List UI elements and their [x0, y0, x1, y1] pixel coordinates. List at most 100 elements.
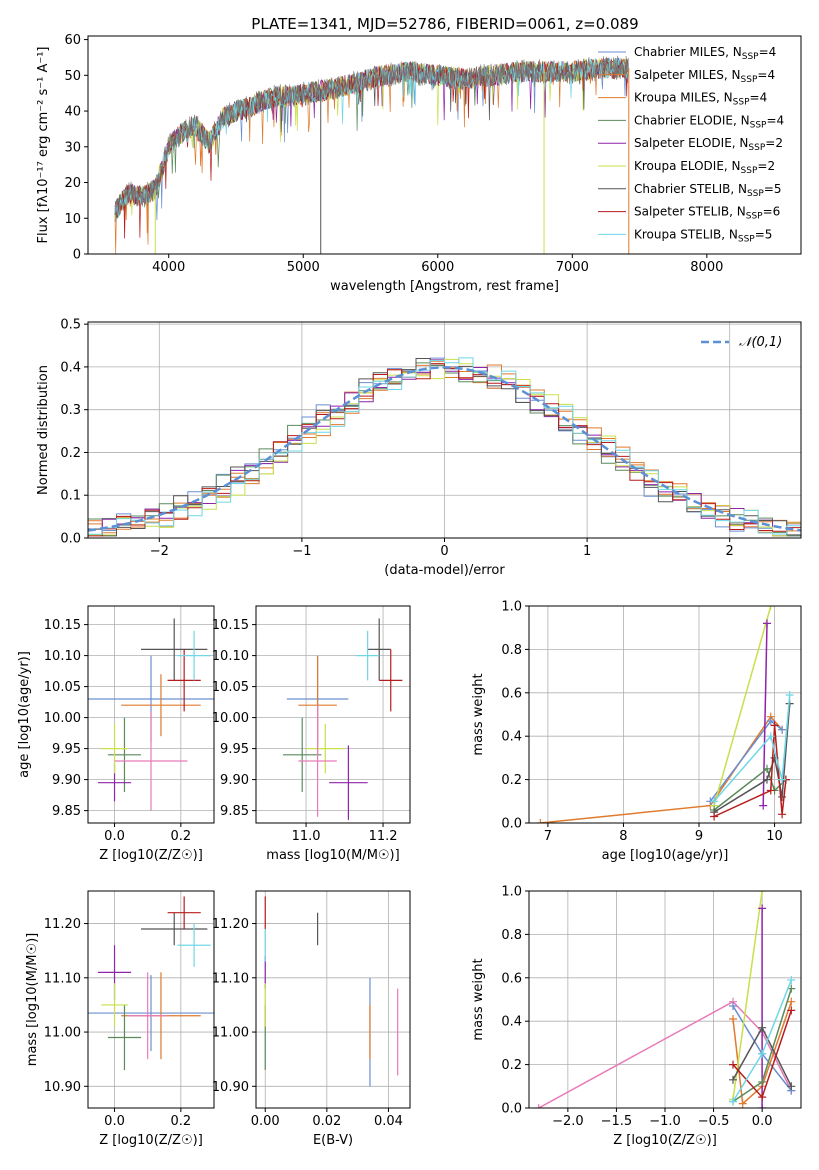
- x-tick-label: 1: [583, 544, 591, 559]
- weight-marker: [758, 904, 767, 913]
- x-axis-label: (data-model)/error: [384, 563, 505, 578]
- y-tick-label: 10.05: [44, 680, 81, 695]
- axes-frame: [87, 35, 802, 255]
- y-tick-label: 50: [64, 69, 81, 84]
- residual-histogram: [88, 357, 801, 535]
- x-tick-label: 2: [726, 544, 734, 559]
- plot-area: [88, 896, 214, 1071]
- y-tick-label: 0.8: [501, 643, 522, 658]
- y-tick-label: 10.90: [212, 1080, 249, 1095]
- weight-marker: [729, 1015, 737, 1024]
- x-tick-label: −0.5: [698, 1114, 730, 1129]
- weight-marker: [787, 1006, 796, 1015]
- weight-marker: [763, 619, 771, 628]
- weight-line: [538, 1000, 792, 1108]
- plot-area: [534, 891, 796, 1108]
- y-tick-label: 10.10: [44, 649, 81, 664]
- legend-subscript: SSP: [750, 120, 767, 130]
- legend-subscript: SSP: [741, 166, 758, 176]
- y-tick-label: 11.20: [44, 917, 81, 932]
- x-tick-label: 11.2: [369, 829, 398, 844]
- legend-value: =2: [765, 136, 783, 150]
- weight-marker: [766, 606, 775, 610]
- legend-entry: Salpeter STELIB, NSSP=6: [634, 205, 780, 222]
- y-tick-label: 20: [64, 176, 81, 191]
- x-tick-label: 6000: [421, 260, 454, 275]
- y-tick-label: 0.4: [501, 1015, 522, 1030]
- x-axis-label: Z [log10(Z/Z☉)]: [99, 848, 203, 863]
- plot-area: [536, 606, 794, 823]
- x-tick-label: 0.2: [170, 1114, 191, 1129]
- legend-entry: Chabrier STELIB, NSSP=5: [634, 182, 782, 199]
- weight-line: [762, 623, 768, 806]
- weight-marker: [778, 810, 787, 819]
- x-tick-label: 0.04: [374, 1114, 403, 1129]
- weight-line: [713, 725, 787, 818]
- y-tick-label: 10.10: [212, 649, 249, 664]
- weight-marker: [758, 1104, 767, 1108]
- x-tick-label: −1.0: [649, 1114, 681, 1129]
- y-tick-label: 0.1: [60, 489, 81, 504]
- weight-marker: [759, 801, 768, 810]
- weight-marker: [738, 1099, 747, 1108]
- weight-marker: [766, 732, 775, 741]
- weight-marker: [778, 725, 787, 734]
- axes-frame: [87, 321, 802, 539]
- y-tick-label: 0.4: [60, 360, 81, 375]
- y-tick-label: 11.00: [44, 1026, 81, 1041]
- panel-mass_vs_Z: 0.0 0.2 10.90 11.00 11.10 11.20 Z [log10(Z/Z☉)…: [25, 890, 215, 1148]
- panel-residuals: −2 −1 0 1 2 0.0 0.1 0.2 0.3 0.4 0.5 (data-model)/er…: [36, 318, 802, 578]
- gaussian-curve: [88, 366, 801, 532]
- y-axis-label: mass weight: [471, 958, 486, 1040]
- y-tick-label: 11.10: [44, 971, 81, 986]
- y-tick-label: 0.0: [60, 532, 81, 547]
- x-tick-label: 7: [544, 829, 552, 844]
- weight-marker: [766, 717, 775, 726]
- weight-marker: [758, 891, 767, 895]
- x-tick-label: −1.5: [601, 1114, 633, 1129]
- x-axis-label: mass [log10(M/M☉)]: [266, 848, 399, 863]
- x-tick-label: 11.0: [292, 829, 321, 844]
- y-tick-label: 10.15: [212, 618, 249, 633]
- y-tick-label: 11.10: [212, 971, 249, 986]
- legend-subscript: SSP: [738, 234, 755, 244]
- plot-area: [88, 357, 801, 537]
- y-tick-label: 9.85: [220, 804, 249, 819]
- x-tick-label: 5000: [287, 260, 320, 275]
- x-tick-label: 0.00: [251, 1114, 280, 1129]
- axes-frame: [87, 605, 215, 824]
- observed-spectrum: [114, 55, 630, 223]
- legend-subscript: SSP: [742, 52, 759, 62]
- legend-subscript: SSP: [741, 75, 758, 85]
- y-tick-label: 60: [64, 33, 81, 48]
- y-tick-label: 9.95: [220, 742, 249, 757]
- x-tick-label: 8000: [690, 260, 723, 275]
- legend-value: =4: [757, 68, 775, 82]
- x-tick-label: 10: [766, 829, 783, 844]
- y-tick-label: 0.8: [501, 928, 522, 943]
- y-tick-label: 0.2: [501, 773, 522, 788]
- legend-value: =5: [764, 182, 782, 196]
- weight-marker: [729, 1060, 737, 1069]
- y-axis-label: mass [log10(M/M☉)]: [25, 933, 40, 1066]
- x-axis-label: age [log10(age/yr)]: [602, 848, 729, 863]
- axes-frame: [528, 890, 802, 1109]
- y-tick-label: 9.85: [52, 804, 81, 819]
- weight-marker: [778, 792, 787, 801]
- y-tick-label: 1.0: [501, 885, 522, 900]
- y-tick-label: 10.00: [212, 711, 249, 726]
- x-tick-label: 9: [695, 829, 703, 844]
- weight-marker: [758, 1049, 767, 1058]
- legend-value: =4: [750, 91, 768, 105]
- figure-title: PLATE=1341, MJD=52786, FIBERID=0061, z=0…: [251, 15, 638, 33]
- x-tick-label: 0.2: [170, 829, 191, 844]
- panel-weight_vs_Z: −2.0 −1.5 −1.0 −0.5 0.0 0.0 0.2 0.4 0.6 0.8 1.0 Z […: [471, 885, 802, 1148]
- legend-subscript: SSP: [733, 98, 750, 108]
- x-tick-label: 8: [619, 829, 627, 844]
- axes-frame: [255, 605, 411, 824]
- legend-subscript: SSP: [746, 212, 763, 222]
- x-axis-label: Z [log10(Z/Z☉)]: [613, 1133, 717, 1148]
- y-tick-label: 0.2: [501, 1058, 522, 1073]
- x-axis-label: E(B-V): [313, 1133, 353, 1148]
- y-tick-label: 40: [64, 105, 81, 120]
